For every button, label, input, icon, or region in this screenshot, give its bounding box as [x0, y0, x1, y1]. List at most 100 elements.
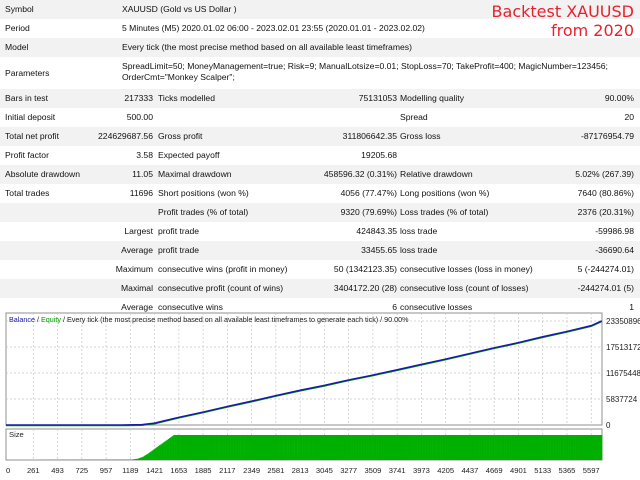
size-bar [393, 435, 396, 460]
size-bar [186, 435, 189, 460]
average-loss-label: loss trade [400, 245, 438, 255]
size-bar [576, 435, 579, 460]
size-bar [337, 435, 339, 460]
parameters-value: SpreadLimit=50; MoneyManagement=true; Ri… [122, 61, 637, 83]
size-bar [381, 435, 383, 460]
size-bar [244, 435, 246, 460]
size-bar [543, 435, 545, 460]
row-net-profit: Total net profit 224629687.56 Gross prof… [0, 127, 640, 146]
size-bar [274, 435, 277, 460]
size-bar [338, 435, 341, 460]
size-bar [502, 435, 505, 460]
maximal-loss-label: consecutive loss (count of losses) [400, 283, 529, 293]
size-bar [559, 435, 561, 460]
size-bar [289, 435, 292, 460]
size-bar [356, 435, 358, 460]
x-tick-label: 5597 [583, 466, 600, 475]
size-bar [145, 454, 147, 460]
bars-label: Bars in test [5, 93, 48, 103]
size-bar [460, 435, 462, 460]
size-bar [353, 435, 356, 460]
size-bar [342, 435, 344, 460]
size-bar [343, 435, 346, 460]
backtest-caption: Backtest XAUUSD from 2020 [492, 2, 634, 40]
size-bar [263, 435, 265, 460]
size-bar [451, 435, 453, 460]
legend-balance: Balance [9, 315, 35, 324]
size-bar [527, 435, 530, 460]
short-positions-value: 4056 (77.47%) [340, 188, 397, 198]
size-bar [593, 435, 595, 460]
size-bar [347, 435, 349, 460]
size-bar [199, 435, 201, 460]
size-bar [202, 435, 205, 460]
x-tick-label: 2813 [292, 466, 309, 475]
size-bar [461, 435, 464, 460]
max-drawdown-value: 458596.32 (0.31%) [323, 169, 397, 179]
balance-line [6, 320, 603, 426]
size-bar [133, 459, 136, 460]
total-trades-value: 11696 [129, 188, 153, 198]
size-bar [341, 435, 343, 460]
size-bar [231, 435, 234, 460]
size-bar [236, 435, 239, 460]
y-tick-label: 17513172 [606, 343, 640, 352]
size-bar [463, 435, 466, 460]
size-bar [420, 435, 422, 460]
size-bar [569, 435, 571, 460]
size-bar [154, 448, 156, 460]
size-bar [526, 435, 529, 460]
size-bar [352, 435, 354, 460]
largest-label: Largest [124, 226, 153, 236]
size-bar [440, 435, 442, 460]
size-bar [229, 435, 231, 460]
size-bar [219, 435, 221, 460]
legend-equity: Equity [41, 315, 61, 324]
size-bar [591, 435, 594, 460]
model-label: Model [5, 42, 29, 52]
row-profit-trades: Profit trades (% of total) 9320 (79.69%)… [0, 203, 640, 222]
size-bar [388, 435, 391, 460]
size-bar [239, 435, 241, 460]
size-bar [538, 435, 540, 460]
size-bar [565, 435, 568, 460]
average-label: Average [121, 245, 153, 255]
size-bar [448, 435, 451, 460]
size-bar [204, 435, 206, 460]
size-bar [310, 435, 313, 460]
size-bar [216, 435, 219, 460]
size-bar [487, 435, 490, 460]
size-bar [298, 435, 300, 460]
size-bar [366, 435, 368, 460]
size-bar [426, 435, 428, 460]
size-bar [170, 437, 172, 460]
size-bar [196, 435, 199, 460]
size-bar [279, 435, 282, 460]
size-bar [266, 435, 269, 460]
size-bar [485, 435, 487, 460]
size-bar [490, 435, 492, 460]
expected-payoff-value: 19205.68 [361, 150, 397, 160]
size-bar [277, 435, 279, 460]
size-bar [362, 435, 364, 460]
x-tick-label: 1885 [195, 466, 212, 475]
size-bar [330, 435, 333, 460]
x-tick-label: 2581 [267, 466, 284, 475]
gross-profit-value: 311806642.35 [342, 131, 397, 141]
size-bar [334, 435, 337, 460]
row-bars: Bars in test 217333 Ticks modelled 75131… [0, 89, 640, 108]
ticks-value: 75131053 [358, 93, 397, 103]
size-bar [200, 435, 203, 460]
size-bar [250, 435, 253, 460]
max-losses-money-label: consecutive losses (loss in money) [400, 264, 533, 274]
rel-drawdown-value: 5.02% (267.39) [575, 169, 634, 179]
size-bar [161, 443, 164, 460]
size-bar [477, 435, 480, 460]
x-tick-label: 3973 [413, 466, 430, 475]
size-bar [466, 435, 469, 460]
spread-label: Spread [400, 112, 428, 122]
size-bar [442, 435, 445, 460]
size-bar [335, 435, 338, 460]
x-tick-label: 4437 [461, 466, 478, 475]
size-bar [159, 445, 161, 460]
